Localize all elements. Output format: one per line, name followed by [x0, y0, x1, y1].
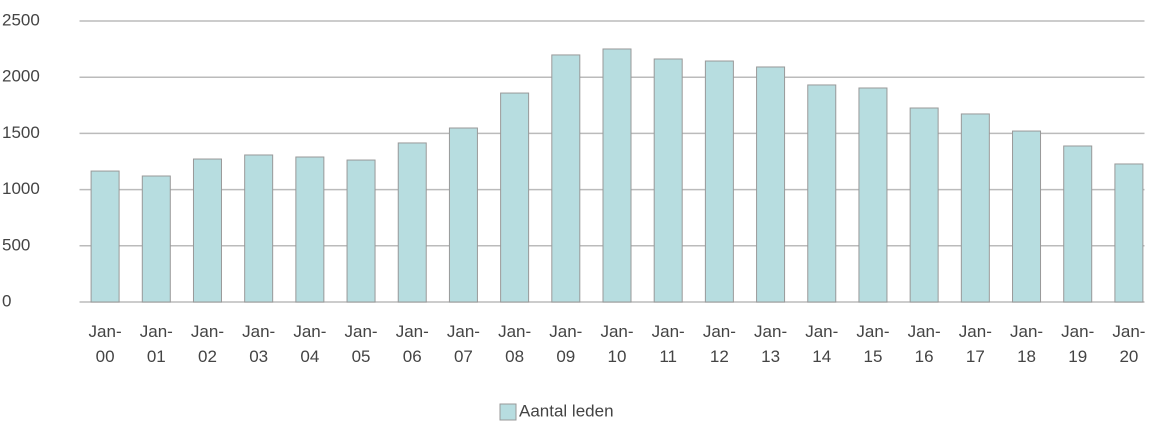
x-tick-label: Jan-17: [959, 322, 992, 366]
y-tick-label: 1500: [2, 123, 40, 142]
x-tick-label: Jan-04: [293, 322, 326, 366]
x-tick-label: Jan-07: [447, 322, 480, 366]
bar: [602, 48, 632, 303]
y-tick-label: 0: [2, 291, 11, 310]
x-tick-label: Jan-14: [805, 322, 838, 366]
bar: [653, 58, 683, 303]
x-tick-label: Jan-06: [396, 322, 429, 366]
bar: [141, 175, 171, 303]
y-tick-label: 1000: [2, 179, 40, 198]
bar: [90, 170, 120, 303]
bar: [858, 87, 888, 303]
x-tick-label: Jan-20: [1112, 322, 1145, 366]
x-tick-label: Jan-03: [242, 322, 275, 366]
bar: [807, 84, 837, 303]
x-tick-label: Jan-01: [140, 322, 173, 366]
x-tick-label: Jan-12: [703, 322, 736, 366]
x-tick-label: Jan-09: [549, 322, 582, 366]
bar: [551, 54, 581, 303]
bar: [1114, 163, 1144, 303]
x-tick-label: Jan-10: [600, 322, 633, 366]
bar: [1012, 130, 1042, 303]
x-tick-label: Jan-00: [89, 322, 122, 366]
x-tick-label: Jan-02: [191, 322, 224, 366]
bar: [960, 113, 990, 303]
bar: [244, 154, 274, 303]
x-tick-label: Jan-18: [1010, 322, 1043, 366]
bar: [1063, 145, 1093, 303]
x-tick-label: Jan-16: [908, 322, 941, 366]
y-tick-label: 500: [2, 235, 30, 254]
legend-swatch: [499, 403, 517, 421]
x-tick-label: Jan-19: [1061, 322, 1094, 366]
y-tick-label: 2500: [2, 10, 40, 29]
bar: [346, 159, 376, 303]
bar: [909, 107, 939, 303]
bar: [295, 156, 325, 303]
x-tick-label: Jan-11: [652, 322, 685, 366]
x-tick-label: Jan-13: [754, 322, 787, 366]
legend-label: Aantal leden: [519, 401, 614, 420]
x-tick-label: Jan-05: [345, 322, 378, 366]
bar: [397, 142, 427, 303]
bar: [192, 158, 222, 303]
y-tick-label: 2000: [2, 67, 40, 86]
x-tick-label: Jan-08: [498, 322, 531, 366]
bar: [500, 92, 530, 303]
bar: [704, 60, 734, 303]
x-tick-label: Jan-15: [856, 322, 889, 366]
bar: [448, 127, 478, 303]
bar: [756, 66, 786, 303]
